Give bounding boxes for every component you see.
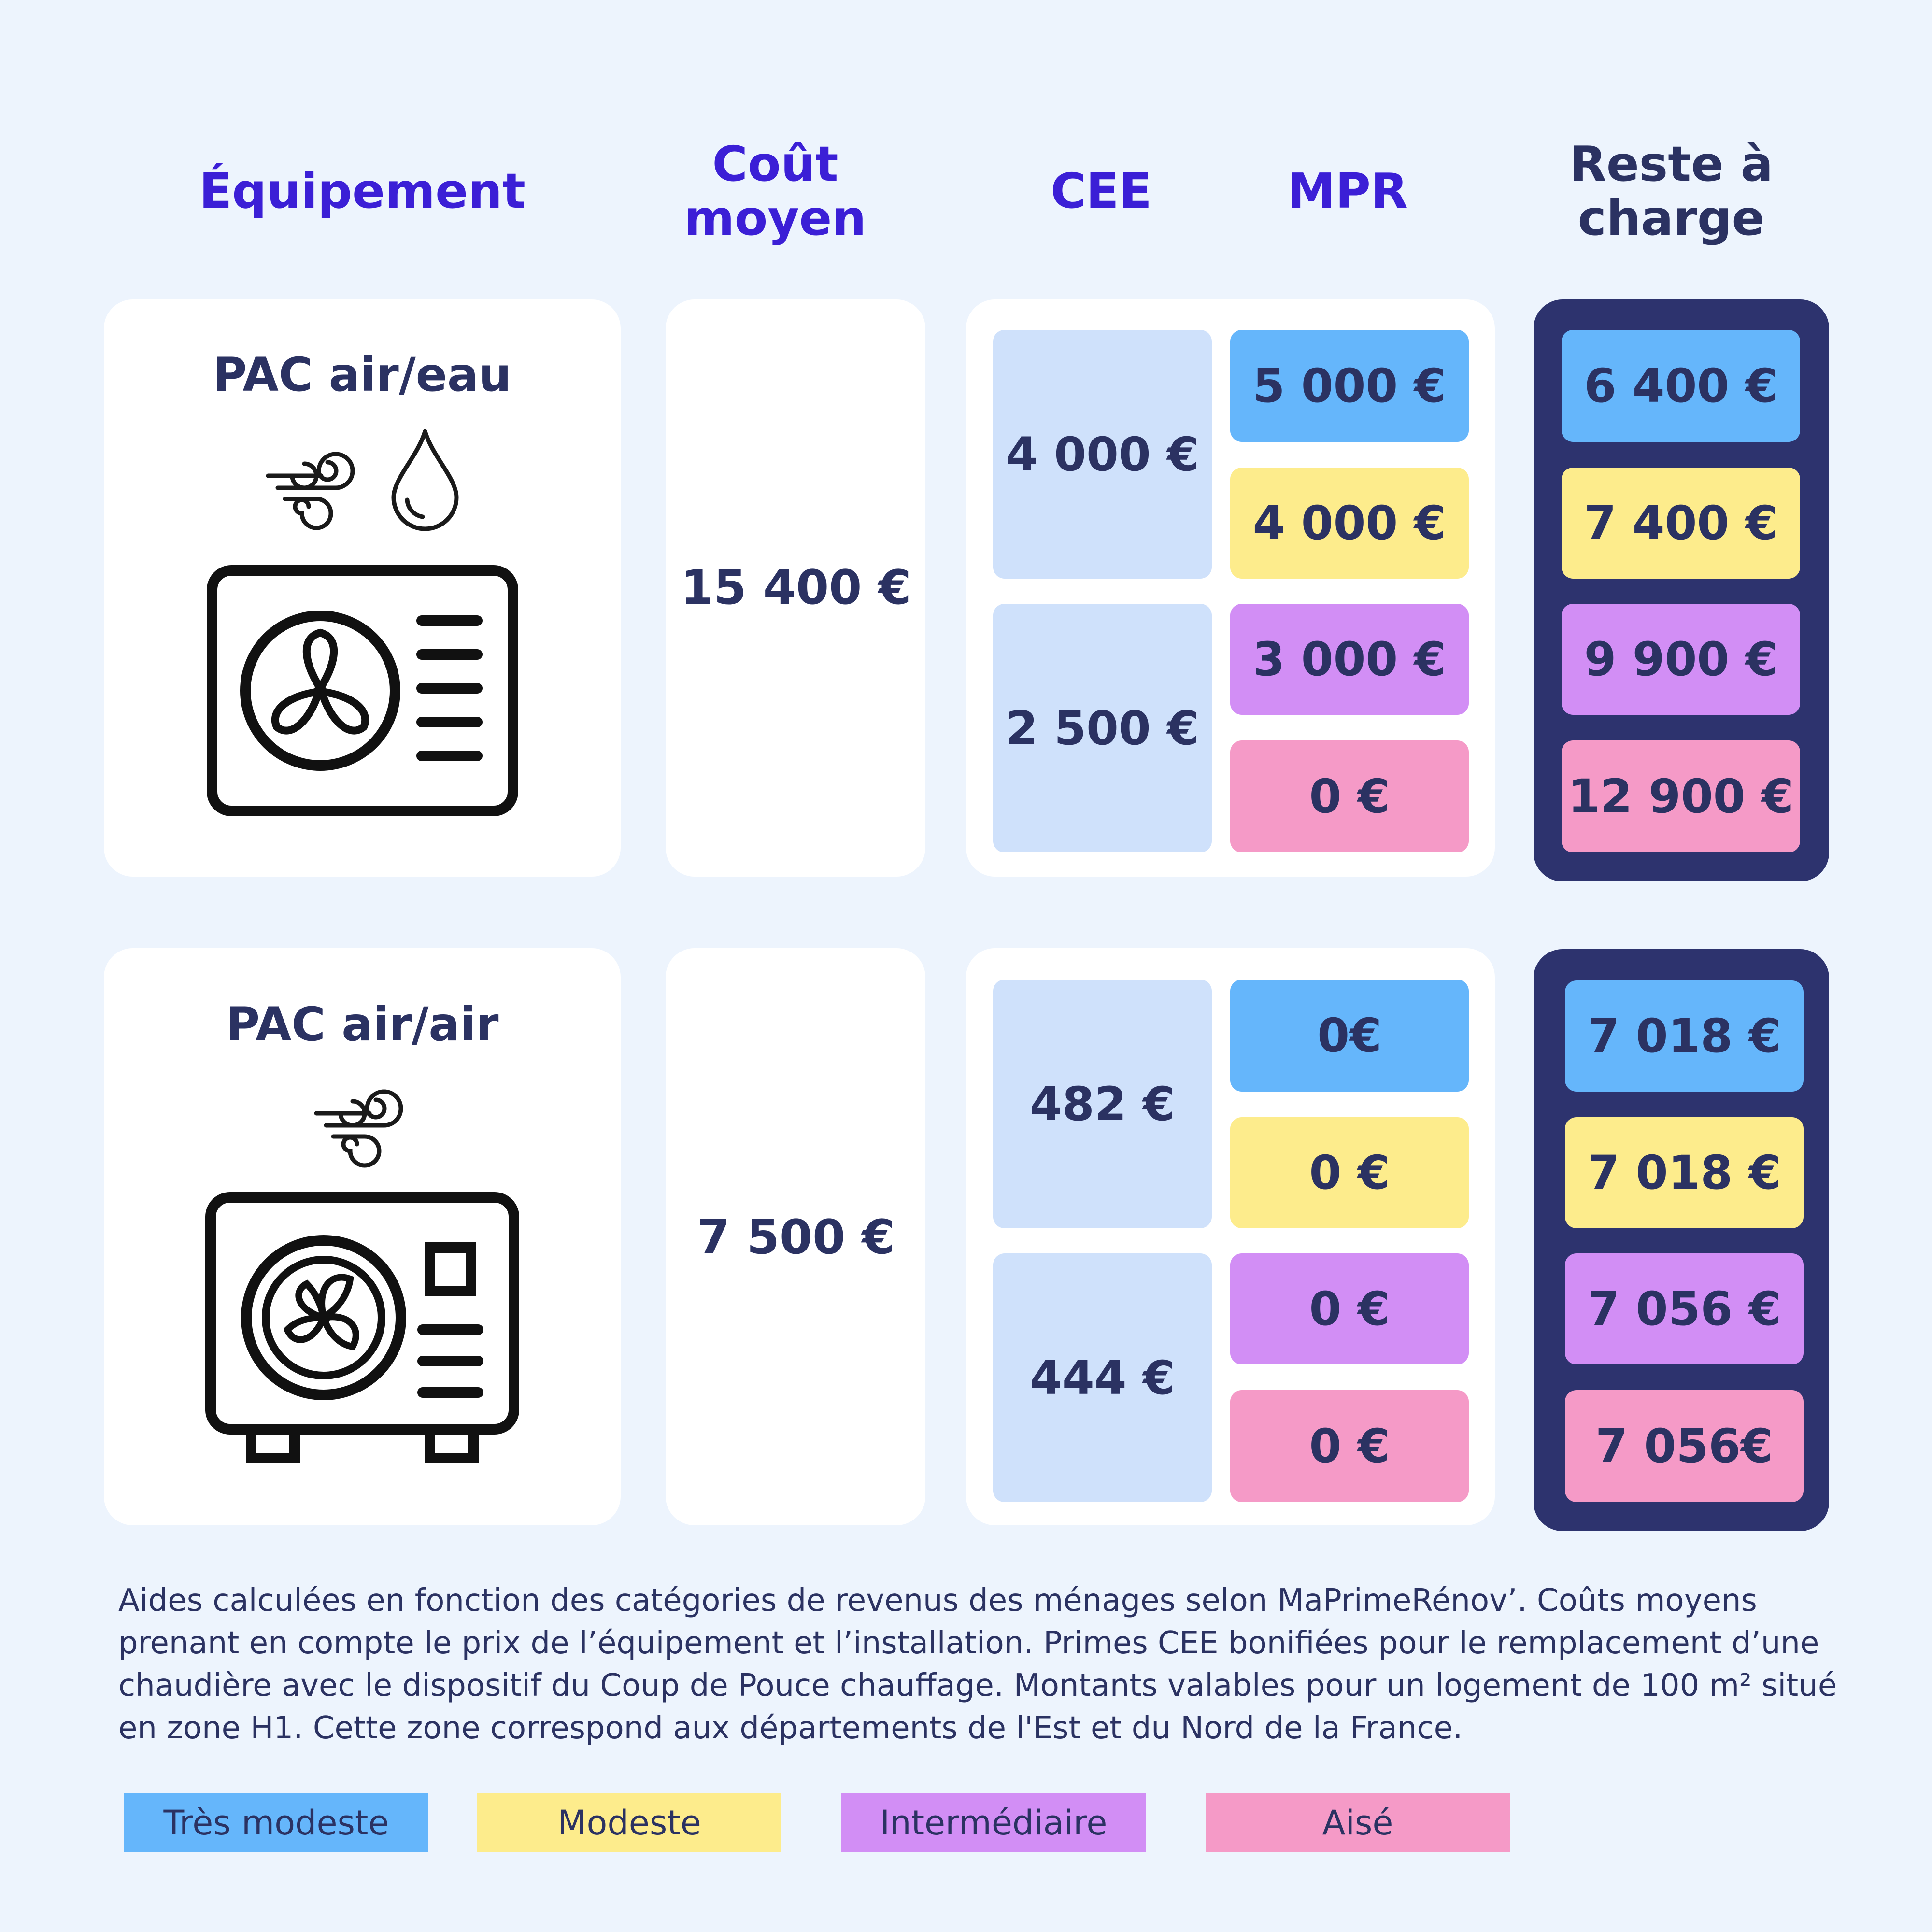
cost-card [666,948,925,1525]
equipment-title: PAC air/air [226,997,499,1051]
mpr-cell-intermediaire: 3 000 € [1230,604,1469,715]
cost-card [666,299,925,877]
reste-cell-intermediaire: 7 056 € [1565,1253,1804,1364]
cee-cell: 4 000 € [993,330,1212,579]
mpr-cell-modeste: 0 € [1230,1117,1469,1228]
mpr-cell-tres-modeste: 0€ [1230,980,1469,1092]
header-equipement: Équipement [199,163,526,219]
water-drop-icon [391,429,459,531]
equipment-title: PAC air/eau [213,348,512,402]
legend-aise: Aisé [1206,1793,1510,1852]
legend-modeste: Modeste [477,1793,781,1852]
reste-cell-aise: 7 056€ [1565,1390,1804,1502]
reste-cell-aise: 12 900 € [1562,740,1800,852]
mpr-cell-intermediaire: 0 € [1230,1253,1469,1364]
mpr-cell-aise: 0 € [1230,1390,1469,1502]
footnote: Aides calculées en fonction des catégori… [118,1583,1837,1746]
heat-pump-unit-icon [207,565,518,816]
mpr-cell-aise: 0 € [1230,740,1469,852]
legend-intermediaire: Intermédiaire [841,1793,1146,1852]
header-cee: CEE [1050,163,1152,219]
cost-value: 15 400 € [681,560,911,615]
header-mpr: MPR [1287,163,1408,219]
reste-cell-tres-modeste: 6 400 € [1562,330,1800,442]
wind-icon [314,1089,403,1168]
header-cout-line2: moyen [684,190,867,246]
mpr-cell-modeste: 4 000 € [1230,468,1469,579]
cee-cell: 482 € [993,980,1212,1228]
reste-cell-intermediaire: 9 900 € [1562,604,1800,715]
reste-cell-modeste: 7 018 € [1565,1117,1804,1228]
wind-icon [266,452,355,530]
header-reste-line1: Reste à [1569,136,1774,192]
header-reste-a-charge: Reste à charge [1536,137,1806,245]
reste-cell-modeste: 7 400 € [1562,468,1800,579]
header-cout-moyen: Coût moyen [662,137,889,245]
header-reste-line2: charge [1577,190,1765,246]
mpr-cell-tres-modeste: 5 000 € [1230,330,1469,442]
air-conditioner-unit-icon [205,1192,519,1463]
cee-cell: 444 € [993,1253,1212,1502]
legend-tres-modeste: Très modeste [124,1793,428,1852]
header-cout-line1: Coût [712,136,838,192]
cee-cell: 2 500 € [993,604,1212,852]
reste-cell-tres-modeste: 7 018 € [1565,980,1804,1092]
equipment-card-pac-air-eau [104,299,621,877]
cost-value: 7 500 € [697,1210,895,1265]
